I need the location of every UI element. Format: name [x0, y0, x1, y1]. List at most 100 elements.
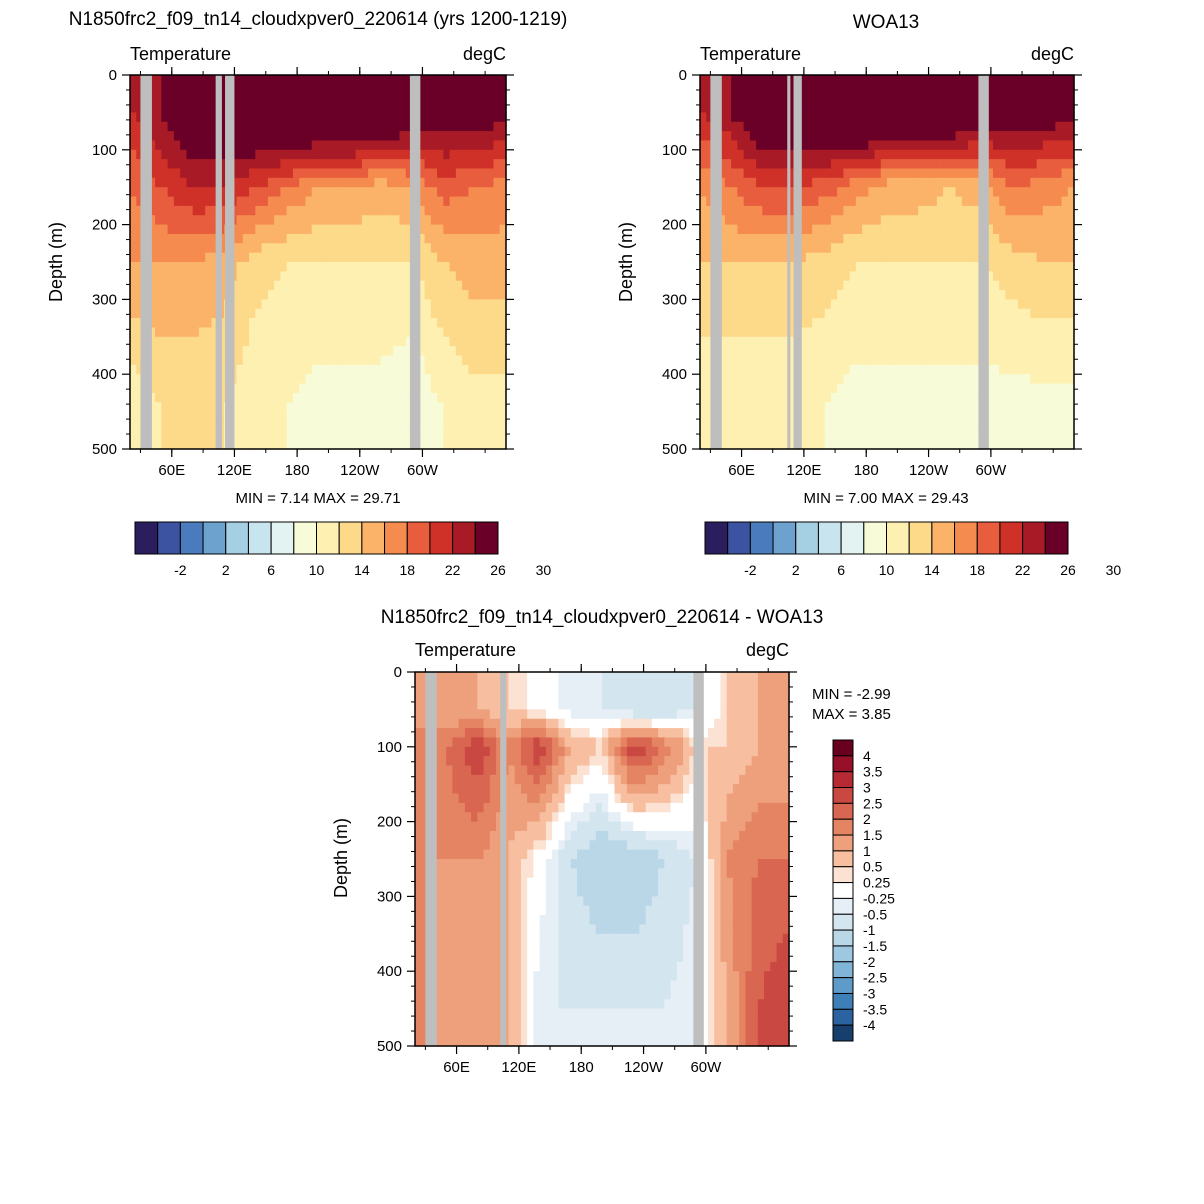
- field-cell: [393, 112, 401, 123]
- field-cell: [386, 430, 394, 441]
- field-cell: [868, 271, 876, 282]
- field-cell: [449, 233, 457, 244]
- field-cell: [862, 280, 869, 291]
- field-cell: [1042, 149, 1050, 160]
- field-cell: [236, 205, 244, 216]
- field-cell: [249, 168, 256, 179]
- field-cell: [474, 430, 482, 441]
- field-cell: [267, 168, 275, 179]
- field-cell: [768, 290, 776, 300]
- field-cell: [905, 159, 913, 170]
- field-cell: [493, 420, 501, 431]
- field-cell: [180, 252, 187, 263]
- field-cell: [1017, 215, 1025, 226]
- field-cell: [499, 411, 507, 422]
- field-cell: [706, 271, 714, 282]
- field-cell: [324, 299, 332, 310]
- field-cell: [961, 168, 969, 179]
- field-cell: [1036, 159, 1044, 170]
- field-cell: [849, 262, 857, 272]
- field-cell: [299, 159, 307, 170]
- field-cell: [324, 318, 332, 329]
- field-cell: [930, 93, 938, 104]
- field-cell: [743, 308, 751, 319]
- field-cell: [161, 93, 169, 104]
- field-cell: [749, 290, 757, 300]
- field-cell: [943, 140, 950, 151]
- field-cell: [474, 196, 482, 207]
- field-cell: [999, 280, 1007, 291]
- field-cell: [343, 177, 350, 188]
- field-cell: [393, 159, 401, 170]
- field-cell: [955, 318, 963, 329]
- land-mask: [787, 75, 791, 449]
- field-cell: [974, 196, 982, 207]
- field-cell: [1030, 93, 1038, 104]
- field-cell: [855, 177, 863, 188]
- field-cell: [130, 121, 137, 132]
- field-cell: [418, 262, 426, 272]
- field-cell: [824, 103, 832, 113]
- field-cell: [961, 364, 969, 375]
- field-cell: [443, 318, 451, 329]
- field-cell: [930, 243, 938, 254]
- field-cell: [299, 205, 307, 216]
- field-cell: [361, 131, 369, 142]
- field-cell: [1036, 233, 1044, 244]
- field-cell: [205, 224, 213, 235]
- field-cell: [280, 374, 288, 385]
- field-cell: [261, 187, 269, 198]
- field-cell: [205, 430, 213, 441]
- field-cell: [399, 205, 407, 216]
- field-cell: [311, 224, 319, 235]
- field-cell: [399, 168, 407, 179]
- field-cell: [318, 121, 325, 132]
- field-cell: [899, 112, 907, 123]
- field-cell: [700, 327, 707, 338]
- field-cell: [911, 75, 919, 85]
- field-cell: [918, 327, 925, 338]
- field-cell: [843, 392, 851, 403]
- field-cell: [211, 346, 219, 357]
- field-cell: [943, 177, 950, 188]
- field-cell: [242, 159, 250, 170]
- field-cell: [724, 327, 732, 338]
- field-cell: [924, 224, 932, 235]
- field-cell: [318, 168, 325, 179]
- field-cell: [1005, 439, 1013, 450]
- field-cell: [762, 299, 770, 310]
- field-cell: [499, 149, 507, 160]
- field-cell: [424, 346, 432, 357]
- field-cell: [943, 280, 950, 291]
- field-cell: [874, 308, 882, 319]
- field-cell: [880, 93, 888, 104]
- field-cell: [706, 430, 714, 441]
- field-cell: [805, 84, 813, 95]
- field-cell: [862, 346, 869, 357]
- field-cell: [905, 75, 913, 85]
- field-cell: [849, 327, 857, 338]
- field-cell: [274, 327, 281, 338]
- field-cell: [868, 355, 876, 366]
- field-cell: [943, 392, 950, 403]
- field-cell: [787, 346, 795, 357]
- field-cell: [756, 392, 763, 403]
- field-cell: [999, 411, 1007, 422]
- field-cell: [336, 233, 344, 244]
- field-cell: [311, 383, 319, 394]
- field-cell: [405, 233, 413, 244]
- field-cell: [974, 75, 982, 85]
- field-cell: [1055, 121, 1063, 132]
- field-cell: [955, 430, 963, 441]
- field-cell: [1061, 103, 1069, 113]
- field-cell: [899, 196, 907, 207]
- field-cell: [424, 103, 432, 113]
- field-cell: [186, 299, 194, 310]
- field-cell: [743, 84, 751, 95]
- field-cell: [974, 103, 982, 113]
- field-cell: [830, 374, 838, 385]
- field-cell: [1042, 187, 1050, 198]
- field-cell: [905, 280, 913, 291]
- field-cell: [180, 383, 187, 394]
- field-cell: [161, 224, 169, 235]
